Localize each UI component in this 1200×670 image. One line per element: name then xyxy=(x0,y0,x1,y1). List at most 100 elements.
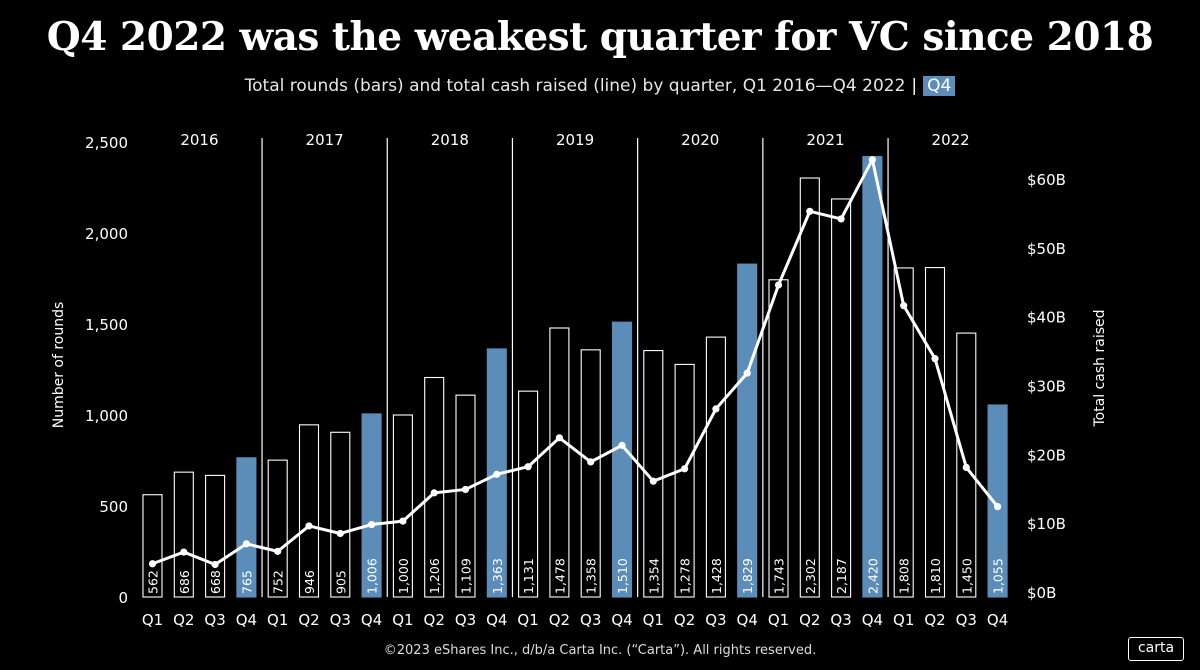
bar-value-label: 1,808 xyxy=(897,558,912,594)
x-tick-label: Q2 xyxy=(799,611,820,629)
bar-value-label: 765 xyxy=(239,570,254,594)
cash-raised-point xyxy=(368,520,376,529)
y-right-axis-label: Total cash raised xyxy=(1092,309,1108,427)
bar-value-label: 1,354 xyxy=(646,558,661,594)
bar-value-label: 1,829 xyxy=(740,558,755,594)
cash-raised-point xyxy=(524,463,532,471)
bar-value-label: 2,302 xyxy=(803,558,818,594)
cash-raised-point xyxy=(336,529,344,538)
y-tick-label: 500 xyxy=(99,498,128,516)
x-tick-label: Q4 xyxy=(862,611,883,629)
bar xyxy=(799,177,820,598)
y-right-tick-label: $0B xyxy=(1027,584,1056,602)
x-tick-label: Q2 xyxy=(674,611,695,629)
year-label: 2018 xyxy=(431,131,469,149)
year-label: 2016 xyxy=(180,131,218,149)
bar-value-label: 1,358 xyxy=(584,558,599,594)
year-label: 2017 xyxy=(306,131,344,149)
cash-raised-point xyxy=(994,503,1002,511)
bar-value-label: 562 xyxy=(146,570,161,594)
bar-value-label: 686 xyxy=(177,570,192,594)
x-tick-label: Q3 xyxy=(455,611,476,629)
q4-legend-tag: Q4 xyxy=(923,76,956,96)
x-tick-label: Q3 xyxy=(830,611,851,629)
cash-raised-point xyxy=(305,522,313,530)
cash-raised-point xyxy=(242,540,250,548)
bar-value-label: 1,478 xyxy=(552,558,567,594)
carta-logo: carta xyxy=(1128,637,1184,661)
x-tick-label: Q4 xyxy=(611,611,632,629)
bar-value-label: 1,278 xyxy=(678,558,693,594)
x-tick-label: Q1 xyxy=(893,611,914,629)
cash-raised-point xyxy=(806,207,814,215)
x-tick-label: Q1 xyxy=(768,611,789,629)
bar xyxy=(831,198,852,598)
bar xyxy=(737,263,758,598)
chart-subtitle: Total rounds (bars) and total cash raise… xyxy=(0,76,1200,96)
y-tick-label: 2,000 xyxy=(85,225,128,243)
x-tick-label: Q1 xyxy=(392,611,413,629)
bar xyxy=(205,474,226,598)
copyright-footer: ©2023 eShares Inc., d/b/a Carta Inc. (“C… xyxy=(383,643,817,658)
x-tick-label: Q1 xyxy=(142,611,163,629)
bar xyxy=(611,321,633,598)
x-tick-label: Q2 xyxy=(298,611,319,629)
bar-value-label: 1,510 xyxy=(615,558,630,594)
cash-raised-point xyxy=(931,355,939,363)
x-tick-label: Q3 xyxy=(956,611,977,629)
bar xyxy=(518,390,539,598)
bar xyxy=(392,414,413,598)
bar xyxy=(674,363,695,598)
bar xyxy=(236,457,257,598)
x-tick-label: Q1 xyxy=(643,611,664,629)
x-tick-label: Q3 xyxy=(580,611,601,629)
bar-value-label: 905 xyxy=(333,570,348,594)
bar-value-label: 2,420 xyxy=(865,558,880,594)
y-right-tick-label: $20B xyxy=(1027,446,1066,464)
bar-value-label: 1,363 xyxy=(490,558,505,594)
y-right-tick-label: $40B xyxy=(1027,309,1066,327)
cash-raised-point xyxy=(211,560,219,569)
bar xyxy=(987,404,1008,598)
bar xyxy=(862,156,883,598)
bar xyxy=(424,376,445,598)
cash-raised-point xyxy=(461,485,470,494)
x-tick-label: Q3 xyxy=(330,611,351,629)
cash-raised-point xyxy=(274,547,282,555)
x-tick-label: Q3 xyxy=(204,611,225,629)
cash-raised-point xyxy=(430,489,438,497)
cash-raised-point xyxy=(837,215,845,223)
year-label: 2020 xyxy=(681,131,719,149)
y-right-tick-label: $10B xyxy=(1027,515,1066,533)
cash-raised-point xyxy=(493,470,501,478)
bar xyxy=(924,267,946,598)
cash-raised-point xyxy=(618,441,626,449)
x-tick-label: Q1 xyxy=(517,611,538,629)
bar xyxy=(549,327,570,598)
cash-raised-point xyxy=(555,434,564,442)
year-label: 2021 xyxy=(806,131,844,149)
cash-raised-point xyxy=(900,302,908,310)
x-tick-label: Q2 xyxy=(549,611,570,629)
cash-raised-point xyxy=(180,548,188,556)
y-right-tick-label: $50B xyxy=(1027,240,1066,258)
bar xyxy=(893,267,914,598)
cash-raised-point xyxy=(587,458,595,466)
bar-value-label: 1,743 xyxy=(772,558,787,594)
bar xyxy=(768,279,789,598)
cash-raised-point xyxy=(774,281,783,289)
cash-raised-point xyxy=(681,465,689,473)
cash-raised-point xyxy=(962,463,970,472)
y-axis-label: Number of rounds xyxy=(51,302,67,429)
x-tick-label: Q2 xyxy=(424,611,445,629)
bar xyxy=(580,349,601,598)
year-label: 2019 xyxy=(556,131,594,149)
cash-raised-point xyxy=(649,477,657,485)
subtitle-text: Total rounds (bars) and total cash raise… xyxy=(244,76,906,96)
cash-raised-point xyxy=(399,517,407,525)
cash-raised-point xyxy=(868,156,877,164)
x-tick-label: Q1 xyxy=(267,611,288,629)
bar xyxy=(298,424,320,598)
bar xyxy=(142,494,163,598)
bar xyxy=(330,431,351,598)
